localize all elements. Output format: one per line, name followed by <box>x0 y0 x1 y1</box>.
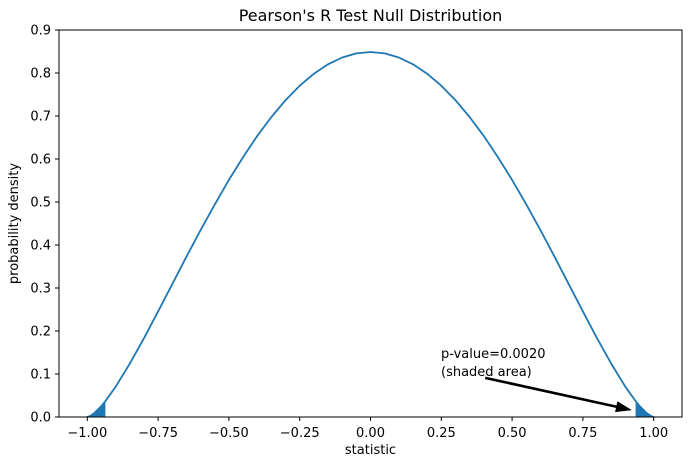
x-axis-tick-label: 1.00 <box>639 426 668 441</box>
y-axis-tick-label: 0.3 <box>30 282 51 297</box>
distribution-curve <box>86 51 655 418</box>
x-axis-tick-label: −0.25 <box>280 426 320 441</box>
plot-border <box>58 29 683 418</box>
y-axis-tick-label: 0.8 <box>30 67 51 82</box>
y-axis-tick-label: 0.4 <box>30 239 51 254</box>
curve-layer <box>86 51 655 418</box>
y-axis-label: probability density <box>7 162 22 285</box>
annotation-arrow-shaft <box>484 376 619 409</box>
x-axis-tick-label: −0.75 <box>138 426 178 441</box>
chart-title: Pearson's R Test Null Distribution <box>238 6 503 25</box>
shaded-tail-right-tail <box>635 401 654 417</box>
shaded-tail-left-tail <box>87 401 106 417</box>
annotation-arrow-layer <box>484 376 632 413</box>
y-axis-tick-label: 0.9 <box>30 24 51 39</box>
y-axis-tick-label: 0.7 <box>30 110 51 125</box>
x-axis-tick-label: 0.50 <box>498 426 527 441</box>
y-axis-tick-label: 0.0 <box>30 411 51 426</box>
p-value-annotation-line1: p-value=0.0020 <box>441 347 546 362</box>
y-axis-tick-label: 0.6 <box>30 153 51 168</box>
y-axis-tick-label: 0.1 <box>30 368 51 383</box>
y-axis-tick-label: 0.2 <box>30 325 51 340</box>
axes-layer: −1.00 −0.75 −0.50 −0.25 0.00 0.25 0.50 0.75 1.00… <box>30 24 683 441</box>
x-axis-tick-label: −0.50 <box>209 426 249 441</box>
shaded-tails-layer <box>87 401 654 417</box>
x-axis-tick-label: 0.25 <box>427 426 456 441</box>
p-value-annotation-line2: (shaded area) <box>441 364 532 380</box>
x-axis-label: statistic <box>344 443 397 458</box>
x-axis-tick-label: 0.00 <box>356 426 385 441</box>
x-axis-tick-label: −1.00 <box>67 426 107 441</box>
x-axis-tick-label: 0.75 <box>568 426 597 441</box>
p-value-annotation: p-value=0.0020 (shaded area) <box>441 346 545 381</box>
y-axis-tick-label: 0.5 <box>30 196 51 211</box>
annotation-arrow-head <box>615 401 632 413</box>
